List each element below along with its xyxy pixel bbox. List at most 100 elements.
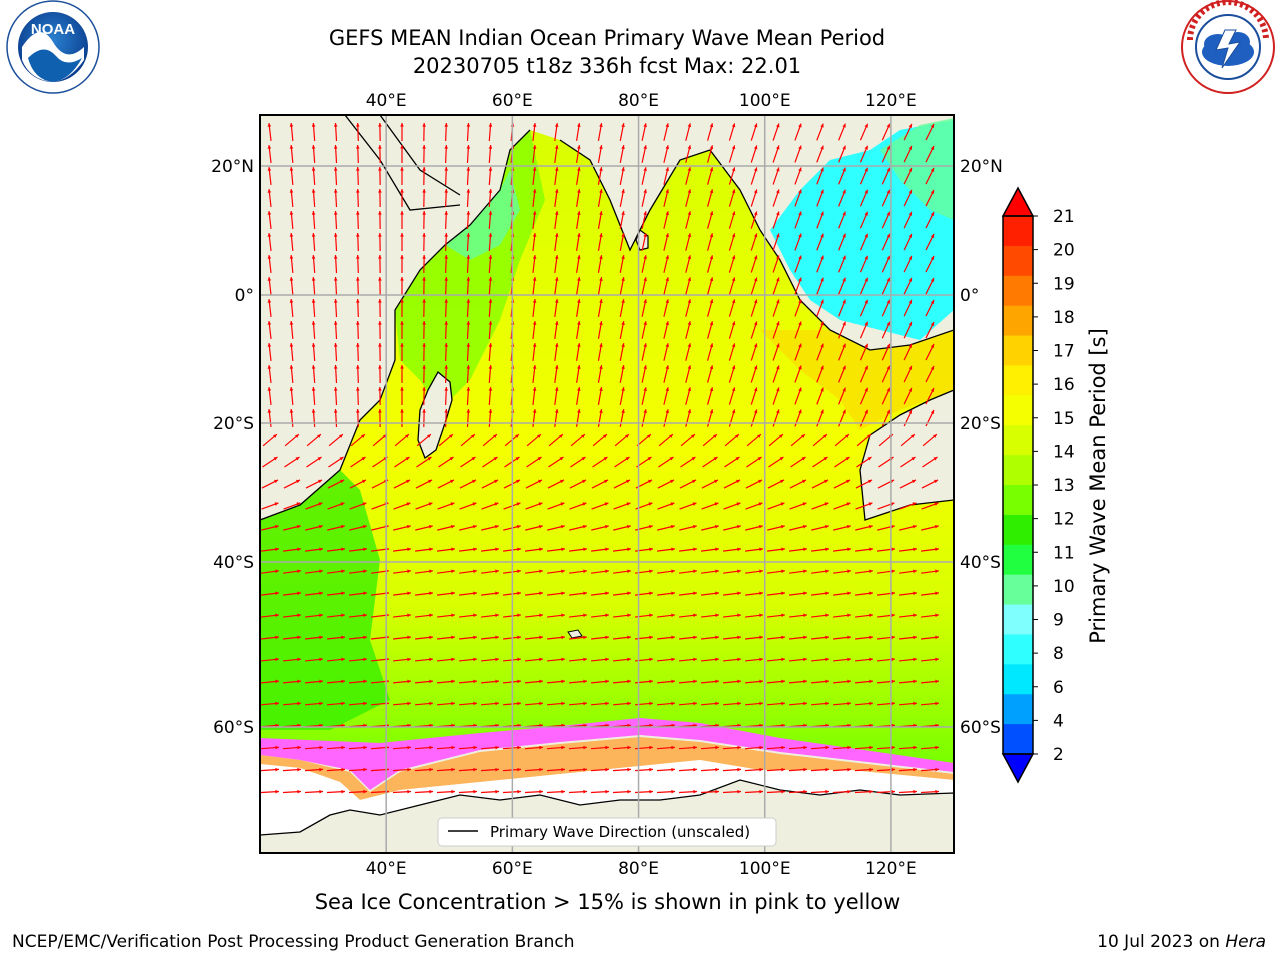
wave-arrow bbox=[832, 767, 852, 772]
wave-arrow bbox=[656, 679, 676, 684]
wave-arrow bbox=[284, 456, 300, 468]
wave-arrow bbox=[532, 188, 537, 208]
wave-arrow bbox=[333, 144, 338, 164]
wave-arrow bbox=[261, 569, 279, 574]
wave-arrow bbox=[524, 613, 544, 618]
colorbar-segment-9 bbox=[1003, 485, 1033, 516]
wave-arrow bbox=[328, 433, 344, 447]
wave-arrow bbox=[590, 679, 610, 684]
wave-arrow bbox=[525, 502, 543, 510]
wave-arrow bbox=[859, 277, 869, 295]
wave-arrow bbox=[532, 408, 537, 428]
lat-tick-right-3: 40°S bbox=[960, 553, 1001, 573]
arabian-sea-teal-zone bbox=[445, 170, 520, 260]
wave-arrow bbox=[811, 569, 829, 574]
wave-arrow bbox=[903, 343, 913, 361]
wave-arrow bbox=[657, 479, 675, 489]
wave-arrow bbox=[636, 433, 652, 447]
wave-arrow bbox=[772, 233, 780, 251]
chart-subtitle: 20230705 t18z 336h fcst Max: 22.01 bbox=[412, 54, 802, 78]
wave-arrow bbox=[355, 254, 360, 274]
wave-arrow bbox=[724, 433, 740, 447]
lat-tick-right-4: 60°S bbox=[960, 718, 1001, 738]
wave-arrow bbox=[612, 679, 632, 684]
wave-arrow bbox=[524, 657, 544, 662]
wave-arrow bbox=[392, 657, 412, 662]
wave-arrow bbox=[554, 233, 559, 251]
wave-arrow bbox=[700, 547, 720, 552]
wave-arrow bbox=[641, 189, 647, 207]
wave-arrow bbox=[766, 745, 786, 750]
wave-arrow bbox=[260, 701, 280, 706]
map-legend: Primary Wave Direction (unscaled) bbox=[437, 817, 777, 847]
wave-arrow bbox=[772, 189, 780, 207]
wave-arrow bbox=[750, 387, 758, 405]
wave-arrow bbox=[702, 456, 718, 468]
wave-arrow bbox=[772, 255, 780, 273]
wave-arrow bbox=[641, 255, 647, 273]
colorbar-segment-1 bbox=[1003, 245, 1033, 277]
wave-arrow bbox=[392, 789, 412, 794]
wave-arrow bbox=[576, 167, 581, 185]
wave-arrow bbox=[422, 364, 426, 384]
wave-arrow bbox=[481, 479, 499, 489]
wave-arrow bbox=[444, 188, 449, 208]
wave-arrow bbox=[619, 123, 625, 141]
wave-arrow bbox=[641, 387, 647, 405]
wave-arrow bbox=[304, 635, 324, 640]
wave-arrow bbox=[619, 189, 625, 207]
wave-arrow bbox=[524, 767, 544, 772]
wave-arrow bbox=[597, 167, 603, 185]
wave-arrow bbox=[679, 502, 697, 510]
wave-arrow bbox=[767, 479, 785, 489]
wave-arrow bbox=[422, 342, 426, 362]
wave-arrow bbox=[810, 701, 830, 706]
wave-arrow bbox=[260, 789, 280, 794]
wave-arrow bbox=[568, 789, 588, 794]
wave-arrow bbox=[304, 657, 324, 662]
wave-arrow bbox=[597, 343, 603, 361]
wave-arrow bbox=[546, 679, 566, 684]
wave-arrow bbox=[481, 502, 499, 510]
wave-arrow bbox=[444, 122, 449, 142]
wave-arrow bbox=[816, 211, 824, 229]
wave-arrow bbox=[925, 145, 935, 163]
wave-arrow bbox=[554, 299, 559, 317]
wave-arrow bbox=[576, 233, 581, 251]
wave-arrow bbox=[899, 502, 917, 510]
wave-arrow bbox=[305, 479, 323, 489]
wave-arrow bbox=[728, 189, 736, 207]
wave-arrow bbox=[700, 701, 720, 706]
wave-arrow bbox=[597, 255, 603, 273]
wave-arrow bbox=[838, 233, 846, 251]
colorbar-tick-label-5: 16 bbox=[1053, 375, 1075, 395]
wave-arrow bbox=[619, 365, 625, 383]
wave-arrow bbox=[415, 524, 433, 531]
wave-arrow bbox=[525, 569, 543, 574]
sumatra-java-coast bbox=[759, 229, 954, 351]
wave-arrow bbox=[546, 635, 566, 640]
wave-arrow bbox=[282, 767, 302, 772]
wave-arrow bbox=[260, 679, 280, 684]
wave-arrow bbox=[480, 679, 500, 684]
wave-arrow bbox=[903, 167, 913, 185]
wave-arrow bbox=[663, 189, 670, 207]
colorbar-segment-2 bbox=[1003, 275, 1033, 307]
wave-arrow bbox=[722, 635, 742, 640]
wave-arrow bbox=[750, 123, 758, 141]
wave-arrow bbox=[881, 233, 891, 251]
wave-arrow bbox=[859, 321, 869, 339]
wave-arrow bbox=[422, 254, 426, 274]
wave-arrow bbox=[284, 433, 300, 447]
wave-arrow bbox=[378, 276, 382, 296]
wave-arrow bbox=[750, 167, 758, 185]
colorbar-tick-label-3: 18 bbox=[1053, 308, 1075, 328]
colorbar-tick-label-4: 17 bbox=[1053, 342, 1075, 362]
colorbar-tick-label-16: 2 bbox=[1053, 745, 1064, 765]
colorbar-tick-label-9: 12 bbox=[1053, 510, 1075, 530]
colorbar-over-arrow bbox=[1001, 186, 1035, 217]
wave-arrow bbox=[656, 591, 676, 596]
wave-arrow bbox=[289, 232, 294, 252]
wave-arrow bbox=[744, 767, 764, 772]
wave-arrow bbox=[304, 613, 324, 618]
